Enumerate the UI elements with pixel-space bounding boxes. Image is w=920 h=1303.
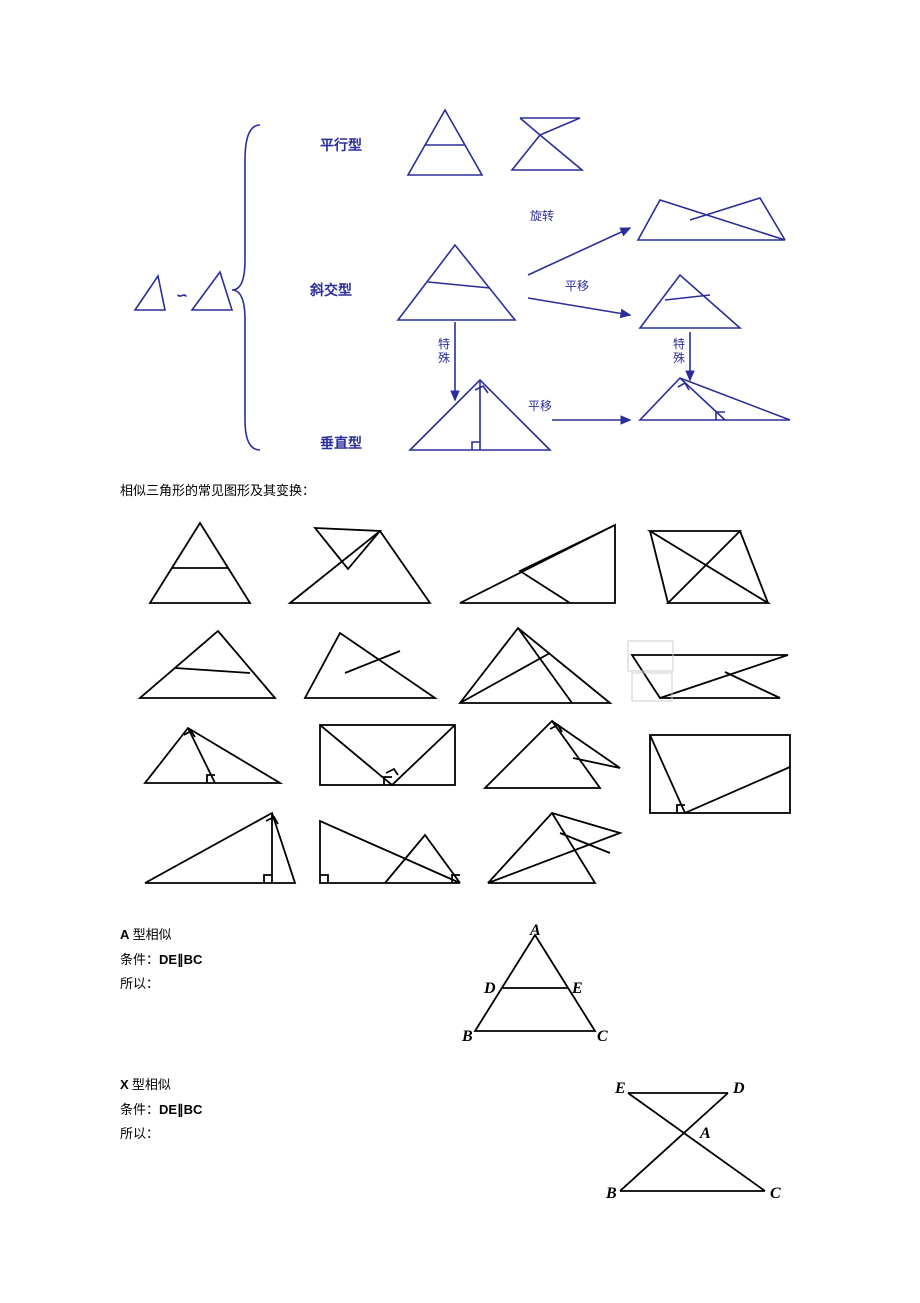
a-type-figure: A D E B C [440,923,630,1043]
special2-fig [640,378,790,420]
arrow-trans1 [528,298,630,315]
similar-symbol: ∽ [175,287,187,303]
arrow-trans2-label: 平移 [528,399,552,413]
branch-oblique-label: 斜交型 [309,282,352,298]
x-lbl-D: D [732,1080,745,1097]
caption-common-figures: 相似三角形的常见图形及其变换： [120,480,800,499]
x-type-figure: E D A B C [600,1073,800,1203]
grid-4-3 [488,813,620,883]
x-lbl-A: A [699,1125,711,1142]
brace-icon [232,125,260,450]
hierarchy-diagram: ∽ 平行型 斜交型 旋转 平移 特 殊 特 殊 [120,100,800,460]
a-type-text: A 型相似 条件：DE∥BC 所以： [120,923,380,997]
perp-fig [410,380,550,450]
arrow-trans1-label: 平移 [565,279,589,293]
grid-1-3 [460,525,615,603]
oblique-rotate-fig [638,198,785,240]
a-type-cond: 条件：DE∥BC [120,948,380,973]
a-lbl-A: A [529,923,541,939]
branch-parallel-label: 平行型 [320,137,362,153]
x-type-section: X 型相似 条件：DE∥BC 所以： E D A B C [120,1073,800,1203]
x-lbl-C: C [770,1185,781,1202]
figure-grid [120,513,800,893]
arrow-special2-label-1: 特 [673,336,685,351]
oblique-trans-fig [640,275,740,328]
parallel-fig-1 [408,110,482,175]
a-type-so: 所以： [120,972,380,997]
a-type-title: A 型相似 [120,923,380,948]
a-lbl-E: E [571,980,583,997]
grid-4-1 [145,813,295,883]
grid-1-2 [290,528,430,603]
arrow-rotate [528,228,630,275]
root-similar-icon: ∽ [135,272,232,310]
x-lbl-B: B [605,1185,617,1202]
grid-1-4 [650,531,768,603]
x-type-title: X 型相似 [120,1073,380,1098]
x-lbl-E: E [614,1080,626,1097]
parallel-fig-2 [512,118,582,170]
grid-1-1 [150,523,250,603]
arrow-special1-label-2: 殊 [438,350,450,365]
grid-3-3 [485,721,620,788]
grid-3-2 [320,725,455,785]
grid-2-2 [305,633,435,698]
grid-2-3 [460,628,610,703]
branch-perp-label: 垂直型 [320,435,362,451]
grid-3-4 [650,735,790,813]
grid-2-1 [140,631,275,698]
grid-2-4 [628,641,788,701]
hierarchy-svg: ∽ 平行型 斜交型 旋转 平移 特 殊 特 殊 [120,100,800,460]
figure-grid-svg [120,513,800,893]
arrow-special1-label-1: 特 [438,336,450,351]
a-lbl-C: C [597,1028,608,1043]
grid-3-1 [145,728,280,783]
a-type-section: A 型相似 条件：DE∥BC 所以： A D E B C [120,923,800,1043]
x-type-text: X 型相似 条件：DE∥BC 所以： [120,1073,380,1147]
x-type-so: 所以： [120,1122,380,1147]
grid-4-2 [320,821,460,883]
x-type-cond: 条件：DE∥BC [120,1098,380,1123]
a-lbl-D: D [483,980,496,997]
arrow-rotate-label: 旋转 [530,208,554,223]
a-lbl-B: B [461,1028,473,1043]
oblique-fig-main [398,245,515,320]
arrow-special2-label-2: 殊 [673,350,685,365]
